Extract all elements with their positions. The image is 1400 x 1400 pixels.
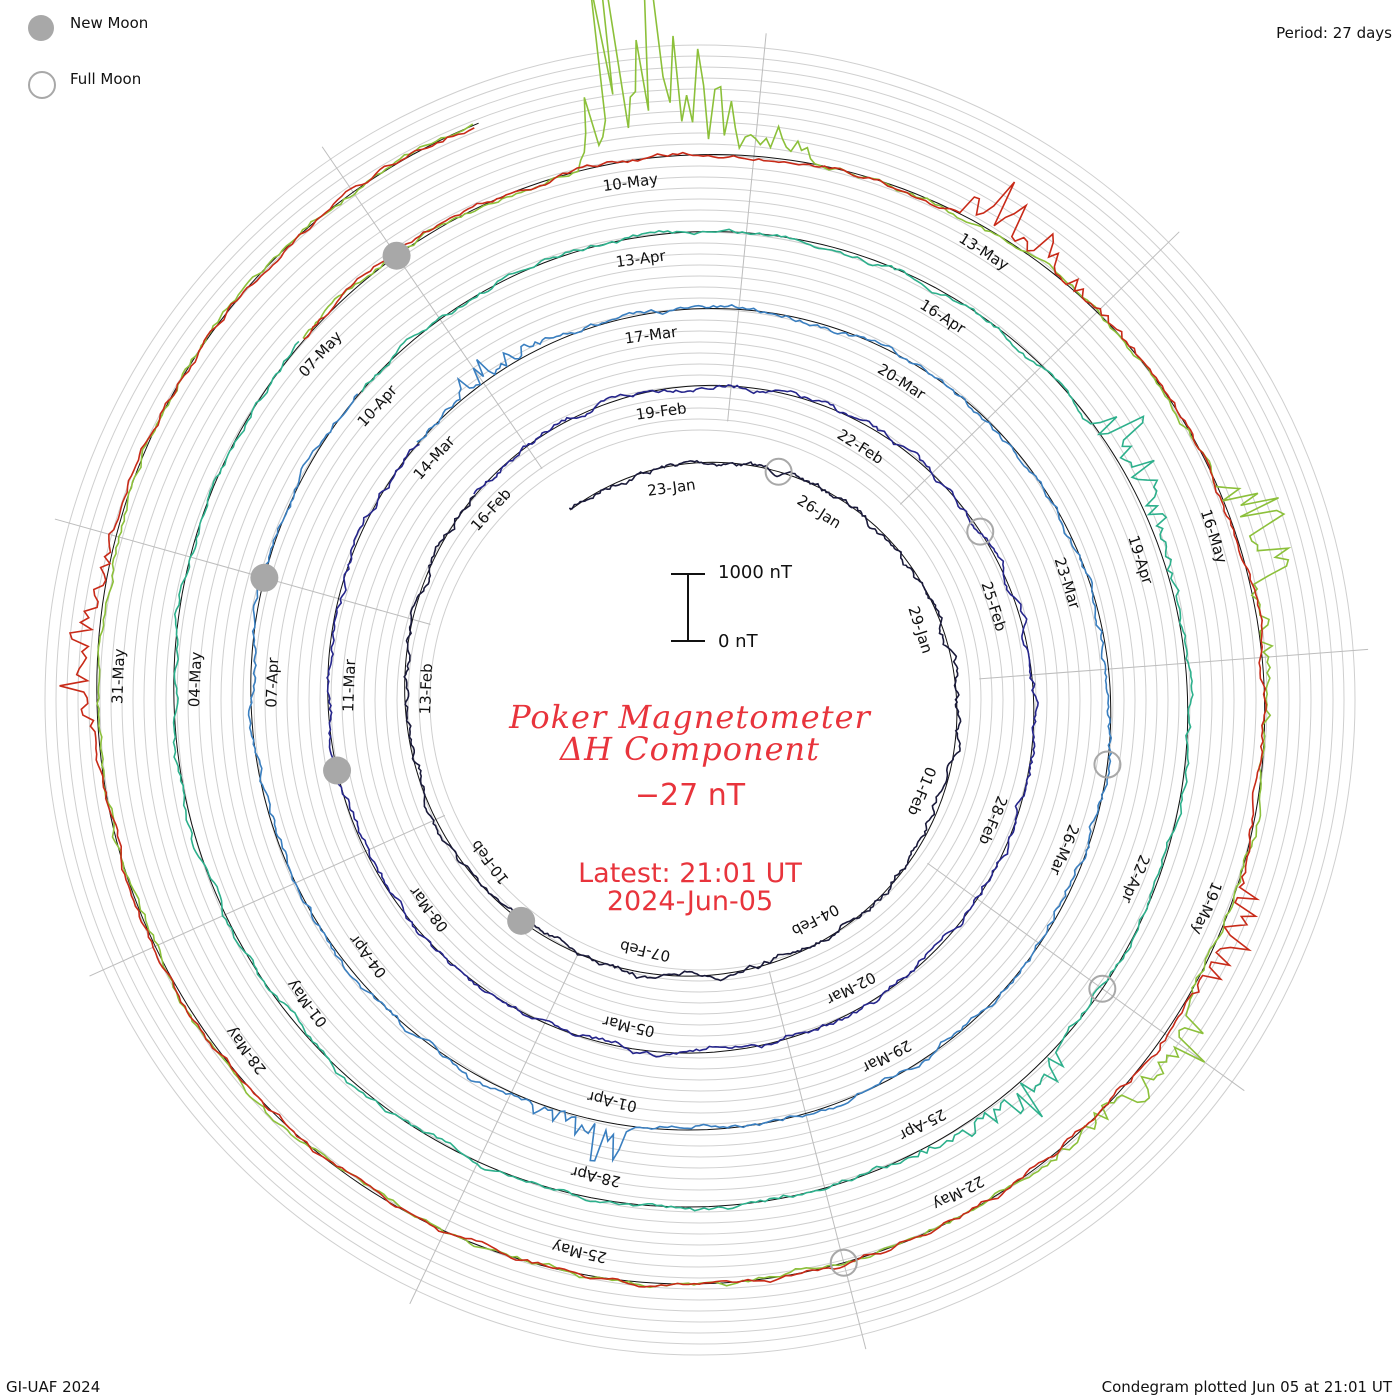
full-moon-marker (1093, 750, 1122, 779)
grid-ring (165, 165, 1235, 1235)
grid-ring (132, 132, 1268, 1268)
grid-ring (341, 341, 1059, 1059)
date-label: 05-Mar (600, 1012, 656, 1041)
grid-ring (187, 187, 1213, 1213)
credit-label: GI-UAF 2024 (6, 1378, 101, 1396)
new-moon-marker (323, 756, 352, 785)
grid-spokes (54, 33, 1369, 1350)
grid-ring (352, 352, 1048, 1048)
grid-ring (286, 286, 1114, 1114)
grid-ring (429, 429, 971, 971)
date-label: 31-May (108, 648, 128, 704)
legend-full-moon-label: Full Moon (70, 70, 142, 88)
grid-ring (55, 55, 1345, 1345)
grid-spoke (409, 952, 580, 1305)
full-moon-icon (28, 71, 56, 99)
new-moon-marker (382, 241, 411, 270)
legend-new-moon-label: New Moon (70, 14, 149, 32)
date-label: 01-Apr (585, 1087, 639, 1115)
grid-ring (330, 330, 1070, 1070)
latest-time: Latest: 21:01 UT (578, 858, 802, 889)
date-label: 13-Feb (416, 663, 436, 715)
plotted-timestamp: Condegram plotted Jun 05 at 21:01 UT (1101, 1378, 1392, 1396)
grid-ring (242, 242, 1158, 1158)
grid-rings (44, 44, 1356, 1356)
series-lines (59, 0, 1292, 1289)
grid-ring (253, 253, 1147, 1147)
grid-ring (209, 209, 1191, 1191)
grid-ring (220, 220, 1180, 1180)
grid-spoke (927, 862, 1245, 1092)
chart-title-line1: Poker Magnetometer (509, 698, 871, 736)
period-label: Period: 27 days (1276, 24, 1392, 42)
grid-spoke (727, 33, 767, 422)
date-label: 04-Apr (345, 930, 390, 981)
grid-ring (297, 297, 1103, 1103)
date-label: 22-Feb (834, 425, 887, 468)
grid-ring (77, 77, 1323, 1323)
date-label: 28-May (222, 1023, 270, 1078)
moon-markers (250, 241, 1122, 1277)
current-value: −27 nT (634, 778, 746, 813)
grid-spoke (768, 971, 867, 1350)
grid-ring (99, 99, 1301, 1301)
grid-ring (121, 121, 1279, 1279)
date-label: 13-May (956, 229, 1013, 274)
date-label: 11-Mar (339, 658, 359, 712)
grid-ring (374, 374, 1026, 1026)
date-label: 07-Feb (618, 937, 672, 965)
latest-date: 2024-Jun-05 (606, 886, 774, 917)
full-moon-marker (829, 1248, 858, 1277)
series-line (247, 304, 1113, 1163)
full-moon-marker (966, 517, 995, 546)
grid-ring (44, 44, 1356, 1356)
grid-ring (396, 396, 1004, 1004)
grid-ring (110, 110, 1290, 1290)
date-label: 23-Jan (646, 476, 696, 500)
grid-ring (88, 88, 1312, 1312)
grid-ring (176, 176, 1224, 1224)
grid-spoke (89, 814, 446, 977)
chart-title-line2: ΔH Component (559, 730, 821, 768)
full-moon-marker (1088, 974, 1117, 1003)
grid-ring (418, 418, 982, 982)
new-moon-marker (250, 563, 279, 592)
grid-spoke (899, 231, 1180, 505)
grid-ring (198, 198, 1202, 1202)
date-label: 19-May (1188, 879, 1226, 937)
full-moon-marker (764, 457, 793, 486)
date-label: 07-Apr (262, 656, 282, 708)
series-line (326, 384, 1039, 1058)
new-moon-icon (28, 15, 54, 41)
scale-bottom-label: 0 nT (718, 631, 758, 652)
grid-spoke (979, 648, 1369, 680)
grid-spoke (321, 146, 543, 470)
grid-ring (275, 275, 1125, 1125)
scale-top-label: 1000 nT (718, 562, 792, 583)
grid-spoke (54, 518, 431, 625)
new-moon-marker (507, 906, 536, 935)
grid-ring (407, 407, 993, 993)
series-line (172, 228, 1194, 1212)
date-label: 01-May (283, 976, 331, 1031)
grid-ring (319, 319, 1081, 1081)
date-label: 04-May (185, 651, 205, 707)
series-line (59, 127, 1267, 1288)
date-label: 16-Apr (917, 296, 970, 338)
series-line (403, 459, 962, 982)
date-label: 26-Mar (1046, 822, 1083, 878)
grid-ring (264, 264, 1136, 1136)
date-label: 28-Apr (569, 1162, 623, 1190)
series-line (96, 0, 1292, 1289)
date-label: 29-Jan (904, 604, 936, 656)
date-label: 25-May (550, 1237, 608, 1266)
grid-ring (143, 143, 1257, 1257)
scale-bar (671, 573, 705, 642)
